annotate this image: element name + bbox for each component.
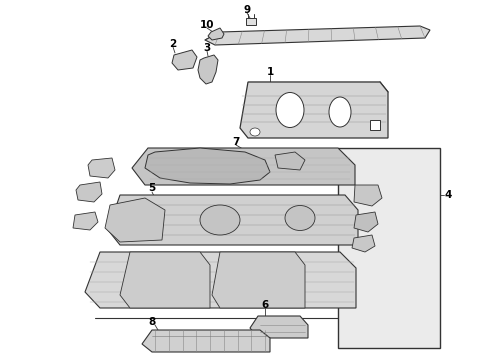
Ellipse shape (276, 93, 304, 127)
Polygon shape (132, 148, 355, 185)
Text: 6: 6 (261, 300, 269, 310)
Polygon shape (246, 18, 256, 25)
Polygon shape (240, 82, 388, 138)
Polygon shape (76, 182, 102, 202)
Polygon shape (275, 152, 305, 170)
Polygon shape (205, 26, 430, 45)
Polygon shape (142, 330, 270, 352)
Polygon shape (212, 252, 305, 308)
Text: 8: 8 (148, 317, 156, 327)
Ellipse shape (329, 97, 351, 127)
Text: 2: 2 (170, 39, 176, 49)
Polygon shape (352, 235, 375, 252)
Text: 4: 4 (444, 190, 452, 200)
Polygon shape (250, 316, 308, 338)
Polygon shape (73, 212, 98, 230)
Text: 3: 3 (203, 43, 211, 53)
Polygon shape (338, 148, 440, 348)
Polygon shape (145, 148, 270, 184)
Polygon shape (85, 252, 356, 308)
Ellipse shape (285, 206, 315, 230)
Text: 9: 9 (244, 5, 250, 15)
Bar (370, 120, 380, 130)
Text: 7: 7 (232, 137, 240, 147)
Polygon shape (105, 198, 165, 242)
Polygon shape (208, 28, 224, 40)
Polygon shape (198, 55, 218, 84)
Text: 10: 10 (200, 20, 214, 30)
Ellipse shape (200, 205, 240, 235)
Polygon shape (172, 50, 197, 70)
Ellipse shape (250, 128, 260, 136)
Text: 5: 5 (148, 183, 156, 193)
Polygon shape (354, 212, 378, 232)
Polygon shape (108, 195, 358, 245)
Text: 1: 1 (267, 67, 273, 77)
Polygon shape (88, 158, 115, 178)
Polygon shape (120, 252, 210, 308)
Polygon shape (354, 185, 382, 206)
